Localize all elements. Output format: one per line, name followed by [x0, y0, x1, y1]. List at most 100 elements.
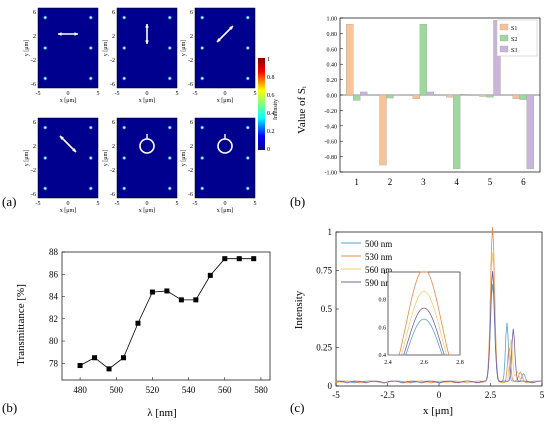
heatmap-xtick-label: 0	[67, 201, 70, 207]
bar-chart-category-label: 1	[354, 177, 359, 187]
heatmap-panel-2: 6 2 -2 -6-5 0 5 x [μm] y [μm]	[103, 7, 179, 104]
inset-line-530-nm	[388, 271, 460, 356]
bar-S1-6	[512, 94, 520, 99]
transmittance-ytick-label: 80	[49, 336, 59, 346]
intensity-xtick-label: 0	[437, 390, 442, 400]
intensity-xtick-label: 5	[540, 390, 545, 400]
heatmap-panel-4: 6 2 -2 -6-5 0 5 x [μm] y [μm]	[24, 117, 100, 214]
heatmap-ytick-label: 6	[33, 10, 36, 16]
transmittance-xtick-label: 560	[218, 385, 232, 395]
legend-swatch-S3	[499, 45, 509, 53]
transmittance-ytick-label: 78	[49, 358, 59, 368]
heatmap-xlabel: x [μm]	[139, 98, 155, 104]
legend-swatch-S1	[499, 23, 509, 31]
heatmap-spot	[121, 155, 127, 161]
bar-chart-ytick-label: 1.00	[327, 17, 338, 23]
diagonal-arrow-45-icon	[216, 25, 234, 43]
heatmap-ytick-label: 6	[190, 10, 193, 16]
transmittance-marker	[178, 297, 184, 303]
bar-chart-ytick-label: 0.60	[327, 47, 338, 53]
bar-chart-ytick-label: 0.40	[327, 63, 338, 69]
bar-S3-6	[526, 94, 534, 170]
bar-chart-ytick-label: -1.00	[325, 171, 338, 177]
heatmap-ytick-label: -6	[188, 82, 193, 88]
transmittance-marker	[222, 256, 228, 262]
heatmap-panel-5: 6 2 -2 -6-5 0 5 x [μm] y [μm]	[103, 117, 179, 214]
bar-S2-4	[453, 94, 461, 170]
heatmap-ylabel: y [μm]	[181, 40, 187, 56]
transmittance-frame	[61, 251, 271, 381]
heatmap-background	[194, 117, 256, 199]
heatmap-xtick-label: 5	[97, 201, 100, 207]
inset-ytick-label: 1	[383, 270, 386, 276]
heatmap-spot	[88, 155, 94, 161]
transmittance-xlabel: λ [nm]	[147, 407, 176, 419]
heatmap-ytick-label: -6	[110, 192, 115, 198]
heatmap-spot	[199, 155, 205, 161]
heatmap-ylabel: y [μm]	[24, 150, 30, 166]
heatmap-background	[116, 7, 178, 89]
heatmap-spot	[167, 125, 173, 130]
heatmap-xlabel: x [μm]	[60, 98, 76, 104]
transmittance-marker	[120, 355, 126, 361]
colorbar-tick-label: 0	[267, 147, 270, 153]
intensity-ytick-label: 0.25	[316, 343, 332, 353]
bar-chart-ytick-label: -0.80	[325, 155, 338, 161]
intensity-ytick-label: 0	[328, 381, 333, 391]
heatmap-spot	[245, 186, 251, 191]
intensity-inset-frame	[387, 271, 461, 356]
panel-label-a: (a)	[2, 194, 16, 209]
heatmap-ytick-label: 2	[112, 144, 115, 150]
transmittance-marker	[193, 297, 199, 303]
bar-S3-1	[360, 91, 368, 96]
horizontal-arrow-icon	[58, 32, 78, 36]
colorbar: Intensity 1 0.8 0.6 0.4 0.2 0	[258, 57, 279, 153]
intensity-xtick-label: -2.5	[380, 390, 395, 400]
panel-label-b-top: (b)	[290, 194, 305, 209]
heatmap-spot	[167, 15, 173, 20]
inset-ytick-label: 0.6	[379, 325, 387, 331]
heatmap-spot	[42, 15, 48, 20]
transmittance-marker	[207, 272, 213, 278]
intensity-xtick-label: -5	[332, 390, 340, 400]
bar-S2-2	[386, 94, 394, 99]
heatmap-ytick-label: -2	[188, 168, 193, 174]
heatmap-xtick-label: 5	[97, 91, 100, 97]
heatmap-panel-6: 6 2 -2 -6-5 0 5 x [μm] y [μm]	[181, 117, 257, 214]
intensity-ytick-label: 0.75	[316, 266, 332, 276]
heatmap-spot	[88, 125, 94, 130]
heatmap-spot	[121, 15, 127, 20]
heatmap-xlabel: x [μm]	[217, 98, 233, 104]
heatmap-panel-1: 6 2 -2 -6-5 0 5 x [μm] y [μm]	[24, 7, 100, 104]
panel-label-b-bottom: (b)	[2, 400, 17, 415]
inset-ytick-label: 0.8	[379, 298, 387, 304]
heatmap-xtick-label: -5	[193, 91, 198, 97]
heatmap-xlabel: x [μm]	[60, 208, 76, 214]
intensity-legend-label: 530 nm	[365, 252, 392, 262]
transmittance-marker	[149, 289, 155, 295]
bar-S2-1	[353, 94, 361, 101]
heatmap-ytick-label: 2	[190, 34, 193, 40]
transmittance-xtick-label: 520	[146, 385, 160, 395]
colorbar-tick-label: 0.2	[267, 129, 275, 135]
bar-chart-category-label: 4	[454, 177, 459, 187]
heatmap-xtick-label: -5	[36, 91, 41, 97]
colorbar-label: Intensity	[273, 99, 279, 120]
heatmap-spot	[167, 45, 173, 51]
heatmap-xtick-label: -5	[193, 201, 198, 207]
heatmap-spot	[121, 45, 127, 51]
heatmap-spot	[245, 125, 251, 130]
transmittance-xtick-label: 480	[73, 385, 87, 395]
bar-S1-1	[346, 24, 354, 96]
colorbar-tick-label: 1	[267, 57, 270, 63]
heatmap-ytick-label: -2	[110, 58, 115, 64]
heatmap-xtick-label: 5	[176, 201, 179, 207]
vertical-arrow-icon	[145, 24, 149, 44]
transmittance-marker	[251, 256, 257, 262]
transmittance-chart: Transmittance [%] λ [nm] 480 500 520 540 560…	[15, 247, 271, 419]
heatmap-ytick-label: -2	[188, 58, 193, 64]
bar-S2-6	[519, 94, 527, 100]
bar-chart-category-label: 5	[488, 177, 493, 187]
heatmap-spot	[42, 76, 48, 81]
heatmap-xtick-label: -5	[36, 201, 41, 207]
